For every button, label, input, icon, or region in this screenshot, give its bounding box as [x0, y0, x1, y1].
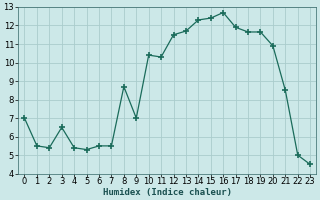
X-axis label: Humidex (Indice chaleur): Humidex (Indice chaleur) — [103, 188, 232, 197]
